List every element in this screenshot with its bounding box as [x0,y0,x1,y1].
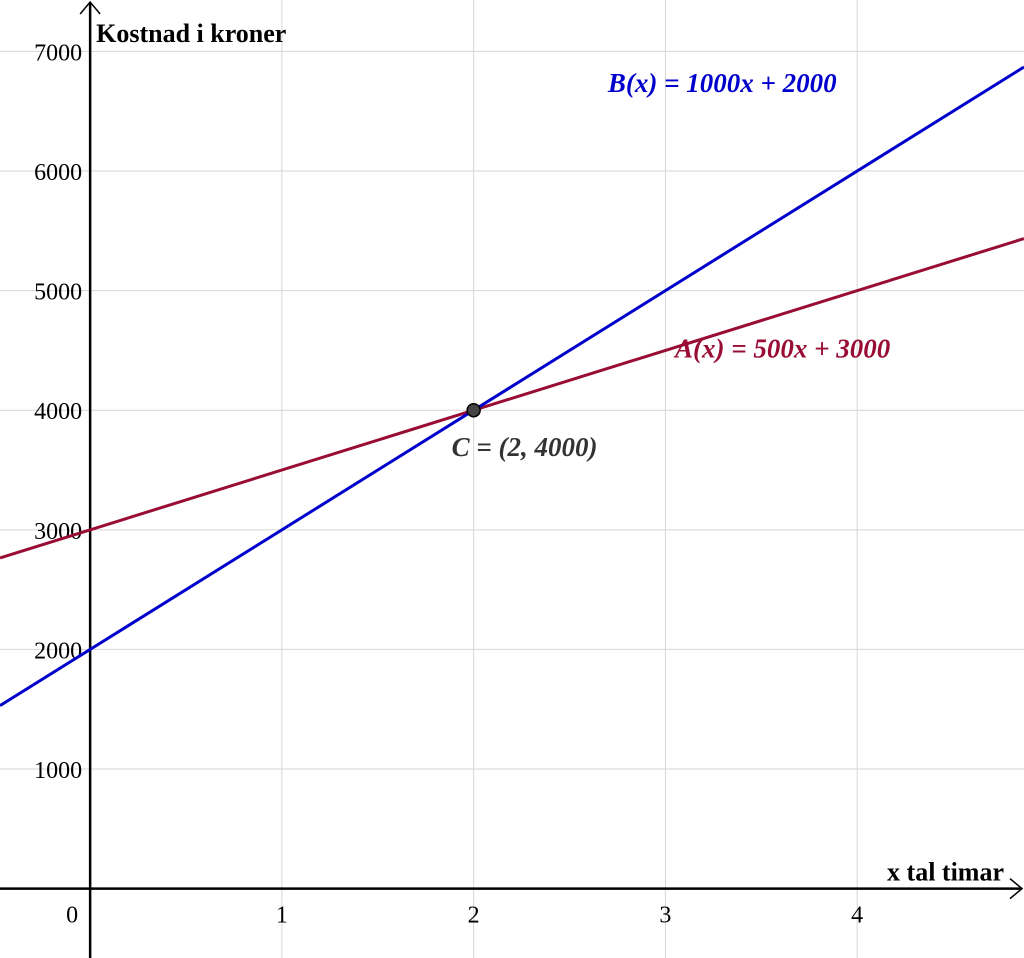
y-tick-label: 5000 [34,280,82,306]
point-c [466,402,481,418]
x-tick-label: 3 [659,903,671,929]
point-c-label: C = (2, 4000) [452,432,598,462]
points: C = (2, 4000) [452,402,598,462]
series-label-b: B(x) = 1000x + 2000 [607,68,837,98]
series-line-b [0,65,1024,707]
series-lines [0,65,1024,707]
y-tick-label: 6000 [34,160,82,186]
x-tick-label: 1 [276,903,288,929]
y-axis-title: Kostnad i kroner [96,19,286,48]
y-tick-label: 4000 [34,399,82,425]
series-labels: A(x) = 500x + 3000 B(x) = 1000x + 2000 [607,68,891,364]
x-tick-label: 2 [468,903,480,929]
series-label-a: A(x) = 500x + 3000 [673,334,891,364]
x-axis-title: x tal timar [887,858,1004,887]
y-axis-arrow [79,0,101,15]
x-axis-arrow [1009,878,1024,900]
x-tick-label: 4 [851,903,863,929]
y-tick-label: 7000 [34,40,82,66]
series-line-a [0,237,1024,560]
origin-label: 0 [66,903,78,929]
y-tick-label: 1000 [34,758,82,784]
